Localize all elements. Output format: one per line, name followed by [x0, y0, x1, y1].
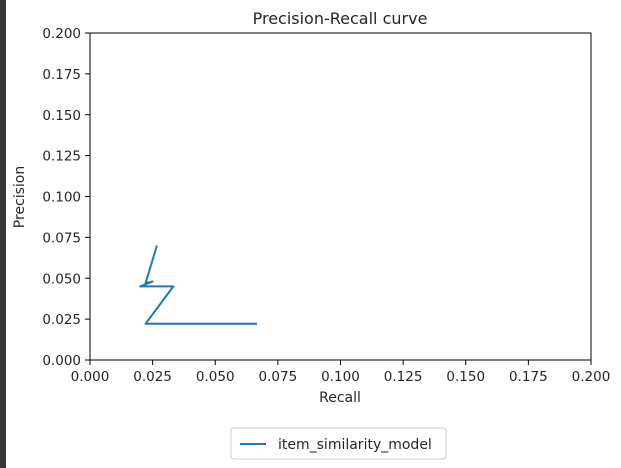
y-axis-label: Precision	[12, 166, 28, 228]
x-tick-label: 0.100	[321, 369, 360, 385]
y-tick-label: 0.175	[42, 67, 81, 83]
x-tick-label: 0.025	[133, 369, 172, 385]
y-tick-label: 0.025	[42, 312, 81, 328]
x-tick-label: 0.175	[509, 369, 548, 385]
chart-title: Precision-Recall curve	[253, 9, 428, 28]
y-tick-label: 0.200	[42, 26, 81, 42]
legend: item_similarity_model	[230, 427, 447, 460]
legend-label: item_similarity_model	[278, 437, 432, 453]
y-tick-label: 0.150	[42, 108, 81, 124]
x-axis-ticks: 0.000 0.025 0.050 0.075 0.100 0.125 0.150 0.175…	[71, 360, 611, 385]
window-edge	[0, 0, 6, 468]
x-tick-label: 0.000	[71, 369, 110, 385]
x-tick-label: 0.200	[572, 369, 611, 385]
x-tick-label: 0.125	[384, 369, 423, 385]
y-tick-label: 0.100	[42, 190, 81, 206]
y-tick-label: 0.000	[42, 353, 81, 369]
legend-box	[230, 427, 447, 460]
series-line	[139, 245, 258, 325]
x-tick-label: 0.075	[259, 369, 298, 385]
x-tick-label: 0.150	[446, 369, 485, 385]
plot-area	[89, 32, 592, 361]
y-tick-label: 0.050	[42, 271, 81, 287]
x-tick-label: 0.050	[196, 369, 235, 385]
y-axis-ticks: 0.000 0.025 0.050 0.075 0.100 0.125 0.150 0.175…	[42, 26, 90, 369]
series-lines	[139, 245, 258, 325]
y-tick-label: 0.125	[42, 149, 81, 165]
x-axis-label: Recall	[319, 390, 361, 406]
y-tick-label: 0.075	[42, 230, 81, 246]
